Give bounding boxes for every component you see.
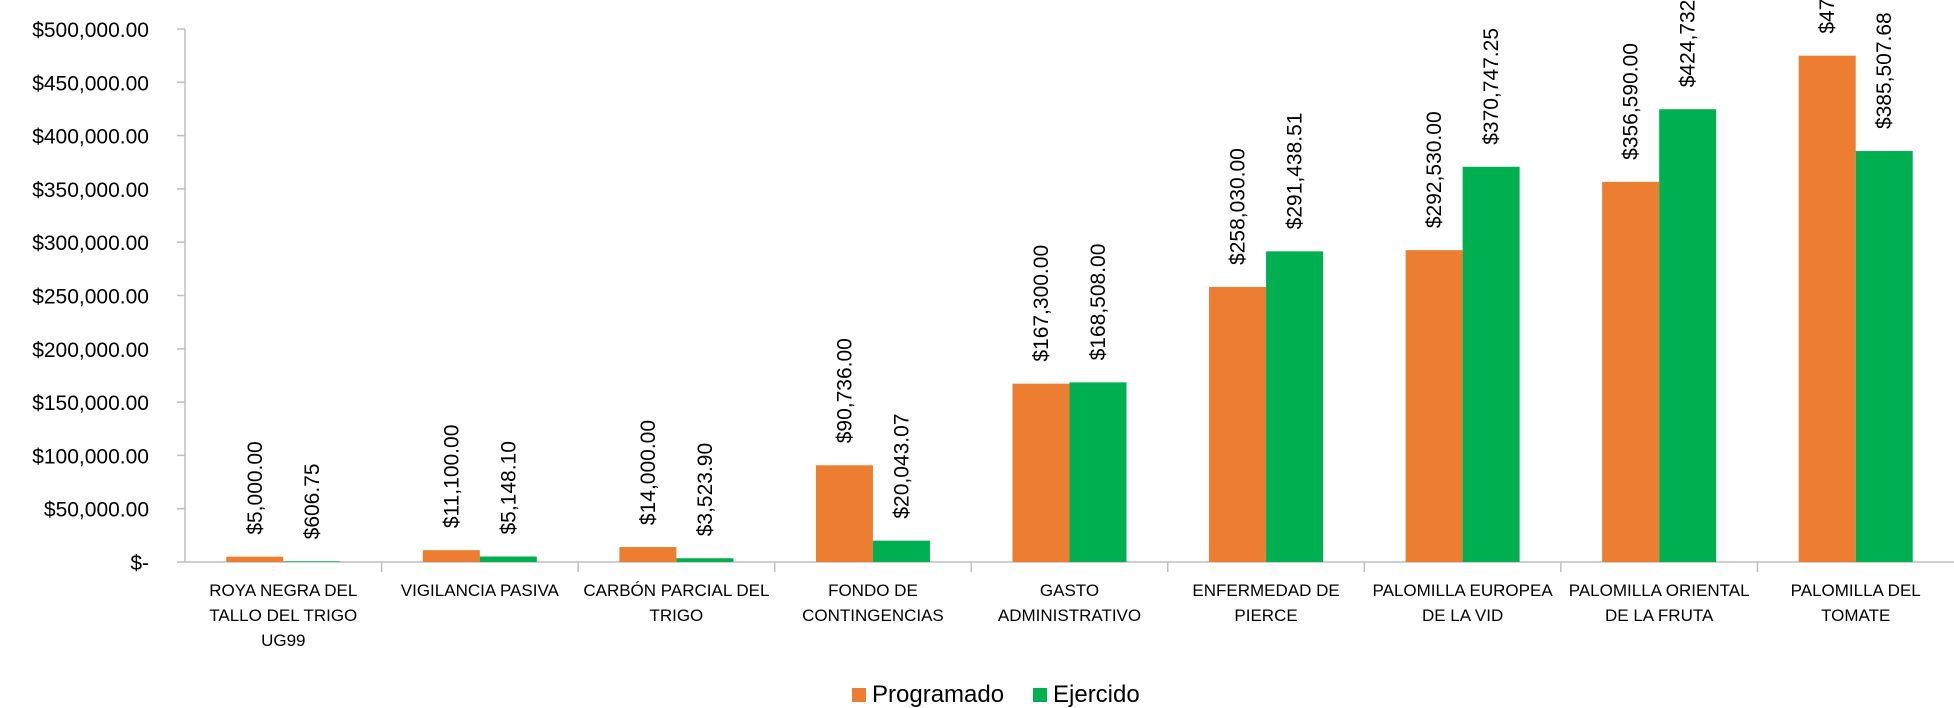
bar-ejercido [1266, 251, 1324, 563]
bar-programado [619, 547, 677, 562]
bar-ejercido [1462, 166, 1520, 562]
data-label-programado: $5,000.00 [244, 441, 267, 534]
y-tick-label: $500,000.00 [32, 19, 149, 42]
data-label-ejercido: $291,438.51 [1284, 113, 1307, 230]
bar-ejercido [676, 558, 734, 562]
legend-swatch-programado [852, 688, 866, 702]
data-label-programado: $356,590.00 [1620, 43, 1643, 160]
data-label-ejercido: $424,732.74 [1677, 0, 1700, 87]
bar-ejercido [872, 540, 930, 562]
bar-programado [1602, 181, 1660, 562]
data-label-programado: $474,970.00 [1816, 0, 1839, 34]
bar-ejercido [1069, 382, 1127, 562]
data-label-ejercido: $168,508.00 [1087, 244, 1110, 361]
bar-programado [1012, 383, 1070, 562]
bar-ejercido [479, 556, 537, 562]
data-label-ejercido: $3,523.90 [694, 443, 717, 536]
y-tick-label: $- [130, 552, 149, 575]
y-tick-label: $300,000.00 [32, 232, 149, 255]
x-category-label: GASTO ADMINISTRATIVO [998, 581, 1141, 625]
data-label-ejercido: $370,747.25 [1480, 28, 1503, 145]
data-label-programado: $292,530.00 [1423, 111, 1446, 228]
y-tick-label: $350,000.00 [32, 179, 149, 202]
data-label-programado: $167,300.00 [1030, 245, 1053, 362]
bar-ejercido [1855, 151, 1913, 562]
bar-ejercido [1659, 109, 1717, 563]
x-category-label: PALOMILLA DEL TOMATE [1791, 581, 1921, 625]
legend-swatch-ejercido [1033, 688, 1047, 702]
y-tick-label: $200,000.00 [32, 339, 149, 362]
data-label-ejercido: $606.75 [301, 463, 324, 539]
x-category-label: VIGILANCIA PASIVA [401, 581, 560, 600]
bar-programado [1405, 250, 1463, 562]
y-tick-label: $100,000.00 [32, 445, 149, 468]
x-category-label: CARBÓN PARCIAL DEL TRIGO [583, 581, 769, 625]
x-category-label: ROYA NEGRA DEL TALLO DEL TRIGO UG99 [209, 581, 357, 650]
data-label-programado: $11,100.00 [440, 425, 463, 529]
y-tick-label: $150,000.00 [32, 392, 149, 415]
data-label-programado: $90,736.00 [833, 338, 856, 443]
bar-programado [1209, 286, 1267, 562]
bar-programado [815, 465, 873, 562]
data-label-ejercido: $20,043.07 [890, 414, 913, 519]
data-label-ejercido: $5,148.10 [497, 441, 520, 534]
y-tick-label: $450,000.00 [32, 72, 149, 95]
bar-programado [422, 550, 480, 562]
chart-data-labels: $5,000.00 $606.75 $11,100.00 $5,148.10 $14,0… [244, 0, 1896, 539]
x-category-label: ENFERMEDAD DE PIERCE [1192, 581, 1339, 625]
y-tick-label: $50,000.00 [44, 499, 149, 522]
data-label-programado: $258,030.00 [1227, 148, 1250, 265]
x-category-label: PALOMILLA ORIENTAL DE LA FRUTA [1569, 581, 1750, 625]
chart-legend: Programado Ejercido [852, 681, 1140, 708]
x-category-label: FONDO DE CONTINGENCIAS [802, 581, 944, 625]
data-label-ejercido: $385,507.68 [1873, 12, 1896, 129]
legend-label-ejercido: Ejercido [1053, 681, 1140, 708]
chart-bars [226, 55, 1913, 563]
y-tick-label: $250,000.00 [32, 286, 149, 309]
bar-programado [1798, 55, 1856, 563]
x-category-label: PALOMILLA EUROPEA DE LA VID [1373, 581, 1554, 625]
data-label-programado: $14,000.00 [637, 420, 660, 525]
legend-label-programado: Programado [872, 681, 1004, 708]
y-tick-label: $400,000.00 [32, 126, 149, 149]
bar-programado [226, 556, 284, 562]
bar-ejercido [283, 561, 341, 562]
